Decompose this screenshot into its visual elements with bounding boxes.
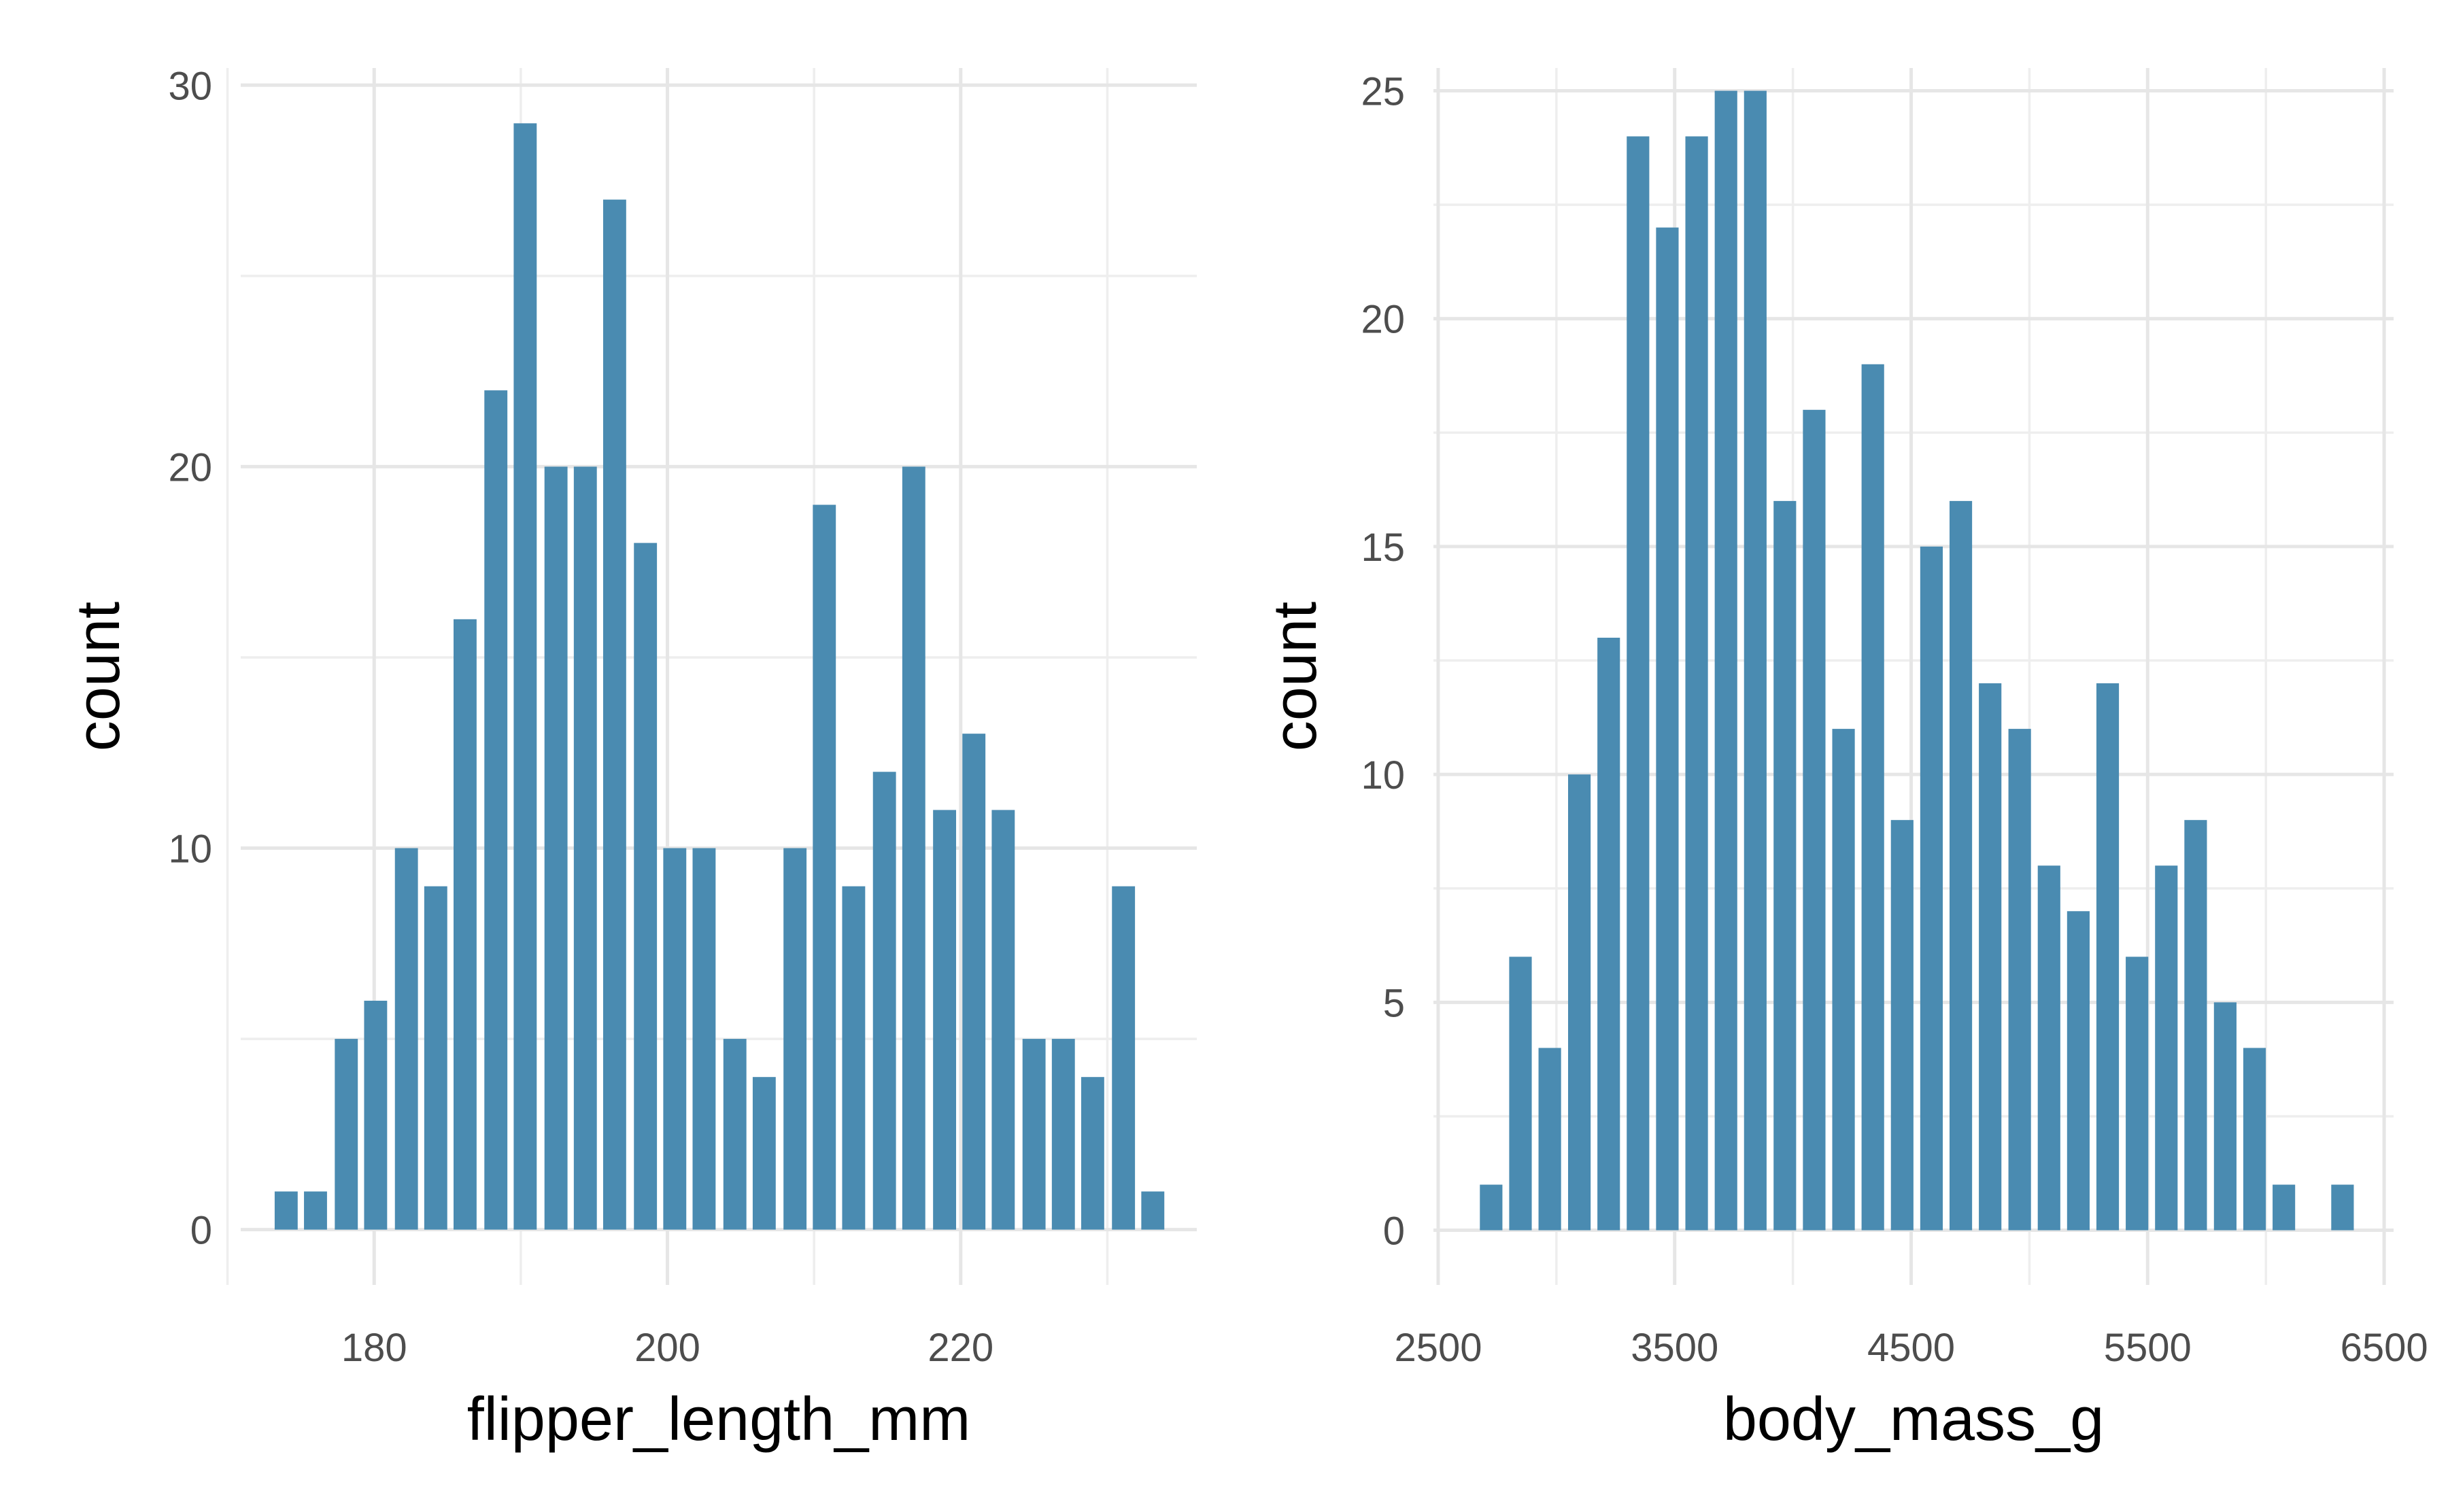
histogram-bar: [1480, 1184, 1503, 1231]
histogram-bar: [544, 466, 568, 1230]
histogram-bar: [2184, 820, 2207, 1231]
y-tick-label: 25: [1361, 70, 1405, 114]
panel-flipper-length: 0 10 20 30 180 200 220 flipper_length_mm coun…: [65, 64, 1197, 1454]
histogram-bar: [2096, 683, 2120, 1231]
histogram-bar: [1920, 546, 1943, 1231]
histogram-bar: [1656, 227, 1679, 1231]
y-tick-label: 10: [168, 827, 212, 872]
histogram-bar: [454, 619, 477, 1230]
histogram-bar: [2067, 911, 2090, 1231]
y-tick-label: 15: [1361, 526, 1405, 570]
histogram-bar: [1744, 90, 1767, 1231]
histogram-bar: [1597, 638, 1620, 1231]
histogram-bar: [335, 1039, 358, 1230]
histogram-bar: [1538, 1048, 1561, 1231]
x-tick-labels-body-mass: 2500 3500 4500 5500 6500: [1394, 1326, 2428, 1370]
histogram-bar: [274, 1191, 298, 1230]
y-tick-labels-flipper-length: 0 10 20 30: [168, 64, 212, 1252]
histogram-bar: [1627, 136, 1650, 1231]
histogram-bar: [872, 772, 896, 1230]
y-tick-label: 5: [1383, 981, 1405, 1025]
histogram-bar: [1022, 1039, 1046, 1230]
histogram-bar: [933, 810, 957, 1230]
histogram-bar: [902, 466, 925, 1230]
histogram-bar: [692, 848, 716, 1230]
y-tick-label: 0: [1383, 1209, 1405, 1254]
bars-flipper-length: [274, 123, 1165, 1230]
histogram-bar: [2155, 865, 2178, 1231]
histogram-bar: [1714, 90, 1737, 1231]
x-tick-label: 200: [634, 1326, 700, 1370]
y-tick-label: 0: [190, 1209, 212, 1253]
histogram-bar: [1509, 957, 1532, 1231]
x-tick-label: 220: [928, 1326, 993, 1370]
histogram-bar: [1685, 136, 1708, 1231]
histogram-bar: [783, 848, 807, 1230]
histogram-bar: [1861, 364, 1884, 1231]
histogram-bar: [394, 848, 418, 1230]
x-tick-label: 6500: [2341, 1326, 2428, 1370]
histogram-bar: [663, 848, 687, 1230]
y-axis-title-flipper-length: count: [65, 602, 133, 751]
histogram-bar: [1773, 500, 1797, 1231]
histogram-bar: [1890, 820, 1914, 1231]
histogram-bar: [1832, 729, 1855, 1231]
histogram-bar: [2331, 1184, 2354, 1231]
histogram-bar: [304, 1191, 327, 1230]
x-axis-title-body-mass: body_mass_g: [1723, 1386, 2104, 1454]
histogram-bar: [2037, 865, 2060, 1231]
histogram-bar: [2243, 1048, 2266, 1231]
bars-body-mass: [1480, 90, 2354, 1231]
x-tick-label: 3500: [1631, 1326, 1718, 1370]
histogram-bar: [484, 390, 508, 1230]
histogram-bar: [2126, 957, 2149, 1231]
histogram-bar: [962, 734, 986, 1230]
x-tick-labels-flipper-length: 180 200 220: [341, 1326, 993, 1370]
y-tick-label: 10: [1361, 753, 1405, 797]
x-tick-label: 5500: [2104, 1326, 2192, 1370]
histogram-bar: [513, 123, 537, 1230]
histogram-bar: [1949, 500, 1973, 1231]
histogram-bar: [2213, 1002, 2237, 1231]
panel-body-mass: 0 5 10 15 20 25 2500 3500 4500 5500 6500 body_mas…: [1261, 68, 2428, 1454]
histogram-bar: [364, 1000, 388, 1230]
histogram-bar: [602, 199, 626, 1230]
histogram-bar: [1568, 774, 1591, 1231]
x-tick-label: 2500: [1394, 1326, 1482, 1370]
x-axis-title-flipper-length: flipper_length_mm: [467, 1386, 970, 1454]
histogram-bar: [634, 543, 658, 1230]
histogram-bar: [991, 810, 1015, 1230]
histogram-bar: [2008, 729, 2031, 1231]
histogram-bar: [2273, 1184, 2296, 1231]
histogram-bar: [573, 466, 597, 1230]
y-axis-title-body-mass: count: [1261, 602, 1329, 751]
y-tick-label: 30: [168, 64, 212, 108]
x-tick-label: 180: [341, 1326, 407, 1370]
histogram-bar: [1081, 1077, 1104, 1230]
histogram-bar: [723, 1039, 747, 1230]
histogram-bar: [1141, 1191, 1165, 1230]
histogram-bar: [842, 886, 866, 1230]
y-tick-labels-body-mass: 0 5 10 15 20 25: [1361, 70, 1405, 1254]
y-tick-label: 20: [1361, 298, 1405, 342]
histogram-bar: [1112, 886, 1136, 1230]
histogram-bar: [1979, 683, 2002, 1231]
histogram-bar: [752, 1077, 776, 1230]
y-tick-label: 20: [168, 445, 212, 489]
histogram-bar: [1803, 409, 1826, 1231]
histogram-bar: [424, 886, 447, 1230]
histogram-bar: [1051, 1039, 1075, 1230]
histogram-bar: [813, 504, 836, 1230]
x-tick-label: 4500: [1867, 1326, 1955, 1370]
